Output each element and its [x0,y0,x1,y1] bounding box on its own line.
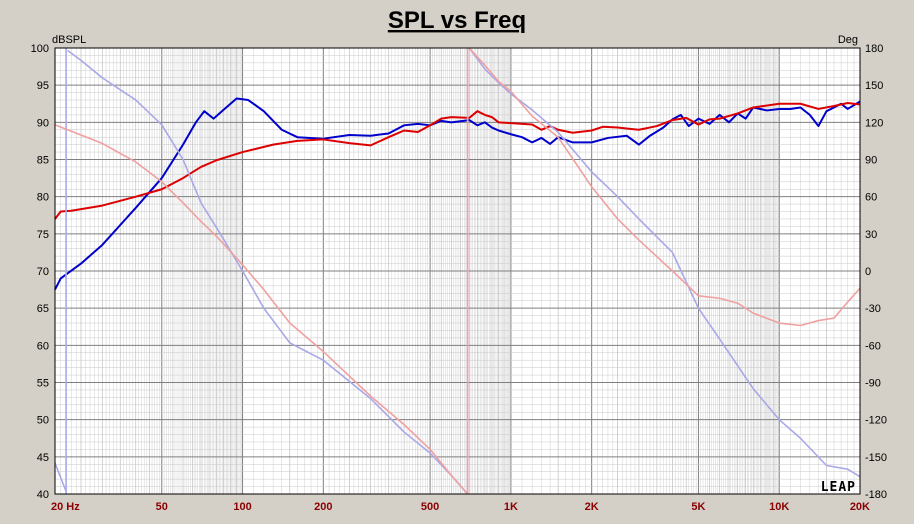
x-tick-label: 2K [585,501,599,513]
series-line-1 [54,97,861,291]
leap-logo: LEAP [821,480,856,495]
left-tick-label: 85 [37,155,49,167]
right-tick-label: 90 [865,155,877,167]
x-tick-label: 100 [233,501,251,513]
right-tick-label: 150 [865,80,883,92]
series-line-3 [54,47,861,495]
right-tick-label: -60 [865,340,881,352]
series-line-4 [54,47,861,495]
x-tick-label: 10K [769,501,789,513]
left-tick-label: 75 [37,229,49,241]
right-tick-label: 60 [865,192,877,204]
x-tick-label: 500 [421,501,439,513]
left-tick-label: 50 [37,415,49,427]
right-tick-label: -180 [865,489,887,501]
left-tick-label: 80 [37,192,49,204]
plot-frame [54,47,861,495]
series-group [54,47,861,495]
left-tick-label: 60 [37,340,49,352]
right-tick-label: -90 [865,378,881,390]
left-tick-label: 55 [37,378,49,390]
left-tick-label: 100 [31,43,49,55]
left-tick-label: 70 [37,266,49,278]
left-axis-unit: dBSPL [52,34,86,46]
left-axis-ticks: 100 95 90 85 80 75 70 65 60 55 50 45 40 [31,43,49,501]
x-tick-label: 50 [156,501,168,513]
right-tick-label: -30 [865,303,881,315]
right-tick-label: 0 [865,266,871,278]
right-tick-label: -150 [865,452,887,464]
right-tick-label: 30 [865,229,877,241]
right-tick-label: -120 [865,415,887,427]
left-tick-label: 45 [37,452,49,464]
right-tick-label: 180 [865,43,883,55]
x-tick-label: 20 Hz [51,501,80,513]
x-tick-label: 5K [691,501,705,513]
chart-title: SPL vs Freq [388,7,526,34]
grid [54,47,861,495]
x-tick-label: 1K [504,501,518,513]
left-tick-label: 40 [37,489,49,501]
right-axis-ticks: 180 150 120 90 60 30 0 -30 -60 -90 -120 -150 -180 [865,43,887,501]
x-tick-label: 20K [850,501,870,513]
x-axis-ticks: 20 Hz 50 100 200 500 1K 2K 5K 10K 20K [51,501,870,513]
x-tick-label: 200 [314,501,332,513]
right-axis-unit: Deg [838,34,858,46]
left-tick-label: 65 [37,303,49,315]
series-line-2 [54,102,861,220]
right-tick-label: 120 [865,117,883,129]
left-tick-label: 90 [37,117,49,129]
left-tick-label: 95 [37,80,49,92]
